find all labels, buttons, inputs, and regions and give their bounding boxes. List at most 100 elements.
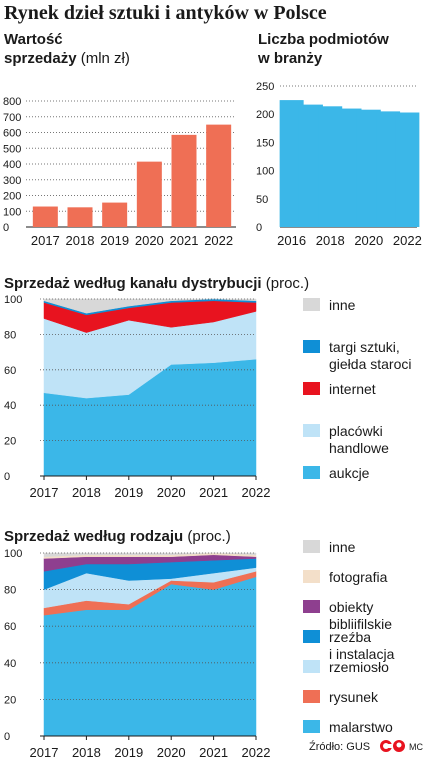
- ytick-entities-150: 150: [256, 137, 274, 149]
- xtick-type-2017: 2017: [30, 745, 59, 760]
- xtick-sales-2021: 2021: [170, 233, 199, 248]
- source-note: Źródło: GUS: [309, 741, 371, 753]
- legend-label-channel-internet: internet: [329, 381, 376, 397]
- ytick-sales-0: 0: [3, 222, 9, 234]
- ytick-entities-50: 50: [256, 194, 268, 206]
- legend-swatch-type-rzemios-o: [303, 660, 320, 673]
- xtick-sales-2017: 2017: [31, 233, 60, 248]
- sales-chart-title: Wartość sprzedaży (mln zł): [4, 30, 130, 68]
- infographic-title: Rynek dzieł sztuki i antyków w Polsce: [4, 2, 327, 24]
- bar-sales-2017: [32, 206, 58, 227]
- ytick-sales-500: 500: [3, 143, 21, 155]
- channel-title-unit: (proc.): [265, 275, 310, 292]
- bar-entities-2022: [395, 112, 420, 227]
- legend-swatch-type-inne: [303, 540, 320, 553]
- legend-label-type-fotografia: fotografia: [329, 569, 388, 585]
- xtick-entities-2022: 2022: [393, 233, 422, 248]
- xtick-channel-2022: 2022: [242, 485, 271, 500]
- ytick-channel-40: 40: [4, 400, 16, 412]
- bar-sales-2018: [67, 207, 93, 227]
- channel-title-bold: Sprzedaż według kanału dystrybucji: [4, 275, 262, 292]
- legend-label-type-inne: inne: [329, 539, 356, 555]
- legend-label-channel-targi-sztuki-gie-da-staroci-1: giełda staroci: [329, 356, 412, 372]
- ytick-type-100: 100: [4, 548, 22, 560]
- sales-title-line-2: sprzedaży: [4, 50, 77, 67]
- ytick-sales-600: 600: [3, 128, 21, 140]
- ytick-entities-100: 100: [256, 166, 274, 178]
- ytick-entities-200: 200: [256, 109, 274, 121]
- legend-label-type-malarstwo: malarstwo: [329, 719, 393, 735]
- ytick-sales-200: 200: [3, 191, 21, 203]
- xtick-sales-2020: 2020: [135, 233, 164, 248]
- logo-mc-text: MC: [409, 742, 423, 752]
- xtick-type-2021: 2021: [199, 745, 228, 760]
- publisher-logo: MC: [380, 740, 423, 752]
- xtick-channel-2020: 2020: [157, 485, 186, 500]
- xtick-entities-2020: 2020: [354, 233, 383, 248]
- type-chart-title: Sprzedaż według rodzaju (proc.): [4, 527, 231, 546]
- ytick-entities-0: 0: [256, 222, 262, 234]
- bar-sales-2019: [102, 202, 128, 227]
- xtick-entities-2018: 2018: [316, 233, 345, 248]
- legend-label-type-rze-ba-i-instalacja-0: rzeźba: [329, 629, 371, 645]
- ytick-type-80: 80: [4, 585, 16, 597]
- xtick-channel-2017: 2017: [30, 485, 59, 500]
- xtick-type-2019: 2019: [114, 745, 143, 760]
- ytick-type-40: 40: [4, 658, 16, 670]
- xtick-type-2022: 2022: [242, 745, 271, 760]
- legend-label-channel-inne: inne: [329, 297, 356, 313]
- logo-p-hole: [396, 742, 402, 748]
- legend-label-type-rze-ba-i-instalacja-1: i instalacja: [329, 646, 395, 662]
- xtick-sales-2018: 2018: [66, 233, 95, 248]
- legend-swatch-channel-internet: [303, 382, 320, 395]
- ytick-type-20: 20: [4, 694, 16, 706]
- ytick-channel-0: 0: [4, 471, 10, 483]
- entities-title-line-2: w branży: [258, 50, 323, 67]
- legend-swatch-channel-inne: [303, 298, 320, 311]
- legend-label-channel-plac-wki-handlowe-1: handlowe: [329, 440, 389, 456]
- legend-label-channel-aukcje: aukcje: [329, 465, 370, 481]
- channel-chart-title: Sprzedaż według kanału dystrybucji (proc…: [4, 274, 309, 293]
- legend-label-channel-targi-sztuki-gie-da-staroci-0: targi sztuki,: [329, 339, 400, 355]
- ytick-channel-60: 60: [4, 365, 16, 377]
- xtick-type-2018: 2018: [72, 745, 101, 760]
- legend-label-channel-plac-wki-handlowe-0: placówki: [329, 423, 383, 439]
- logo-c-hole: [383, 743, 389, 749]
- ytick-type-60: 60: [4, 621, 16, 633]
- legend-label-type-obiekty-bibliifilskie-1: bibliifilskie: [329, 616, 392, 632]
- ytick-channel-100: 100: [4, 294, 22, 306]
- xtick-channel-2019: 2019: [114, 485, 143, 500]
- xtick-type-2020: 2020: [157, 745, 186, 760]
- legend-swatch-type-obiekty-bibliifilskie: [303, 600, 320, 613]
- bar-sales-2020: [136, 161, 162, 227]
- bar-sales-2021: [171, 134, 197, 227]
- entities-chart-title: Liczba podmiotów w branży: [258, 30, 389, 68]
- ytick-channel-80: 80: [4, 329, 16, 341]
- ytick-sales-400: 400: [3, 159, 21, 171]
- ytick-sales-300: 300: [3, 175, 21, 187]
- xtick-sales-2022: 2022: [204, 233, 233, 248]
- ytick-channel-20: 20: [4, 436, 16, 448]
- legend-label-type-rzemios-o: rzemiosło: [329, 659, 389, 675]
- legend-swatch-channel-targi-sztuki-gie-da-staroci: [303, 340, 320, 353]
- legend-swatch-channel-plac-wki-handlowe: [303, 424, 320, 437]
- sales-title-unit: (mln zł): [80, 50, 130, 67]
- ytick-entities-250: 250: [256, 81, 274, 93]
- type-title-unit: (proc.): [187, 528, 231, 545]
- xtick-channel-2021: 2021: [199, 485, 228, 500]
- ytick-sales-800: 800: [3, 96, 21, 108]
- logo-c-gap: [388, 744, 393, 748]
- ytick-type-0: 0: [4, 731, 10, 743]
- legend-swatch-type-malarstwo: [303, 720, 320, 733]
- sales-title-line-1: Wartość: [4, 31, 63, 48]
- ytick-sales-100: 100: [3, 206, 21, 218]
- legend-label-type-obiekty-bibliifilskie-0: obiekty: [329, 599, 373, 615]
- legend-swatch-type-fotografia: [303, 570, 320, 583]
- ytick-sales-700: 700: [3, 112, 21, 124]
- xtick-sales-2019: 2019: [100, 233, 129, 248]
- legend-swatch-type-rysunek: [303, 690, 320, 703]
- area-type-inne: [43, 552, 257, 557]
- legend-label-type-rysunek: rysunek: [329, 689, 379, 705]
- area-channel-inne: [43, 298, 257, 314]
